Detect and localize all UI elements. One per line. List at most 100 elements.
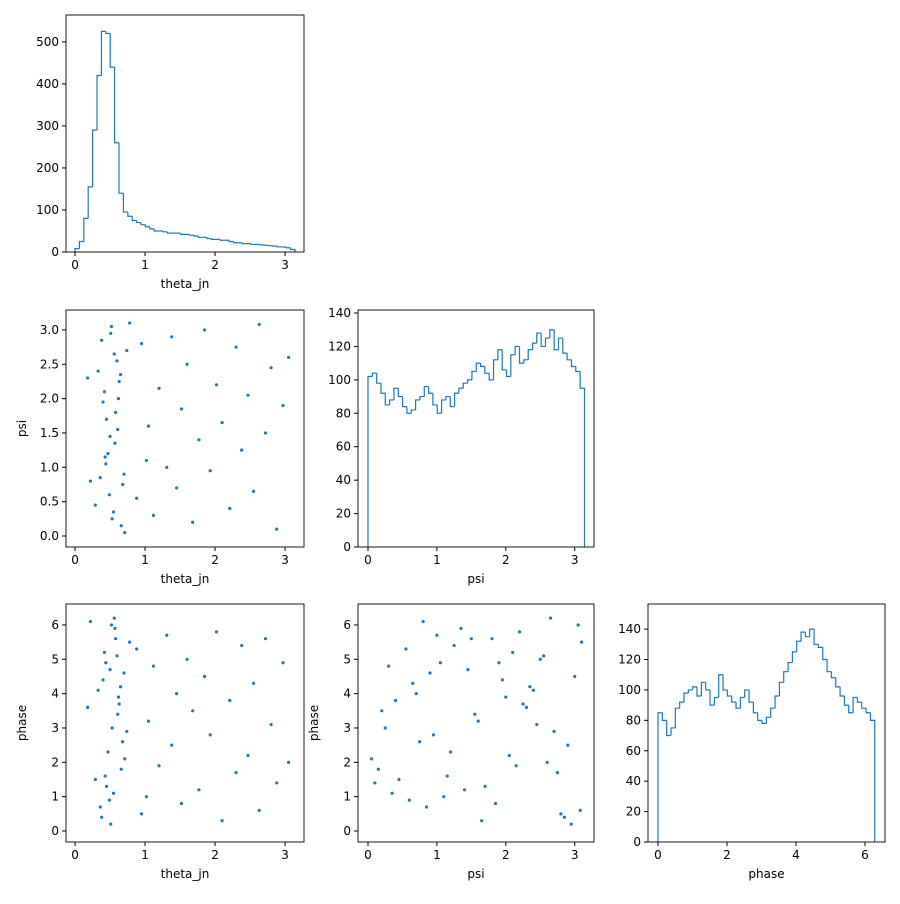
scatter-point bbox=[147, 720, 150, 723]
y-axis-label: psi bbox=[15, 420, 29, 437]
x-tick-label: 2 bbox=[211, 553, 219, 567]
x-tick-label: 3 bbox=[281, 258, 289, 272]
scatter-point bbox=[104, 462, 107, 465]
scatter-point bbox=[480, 819, 483, 822]
scatter-point bbox=[404, 647, 407, 650]
x-tick-label: 4 bbox=[792, 848, 800, 862]
histogram-bin bbox=[398, 388, 402, 396]
x-tick-label: 1 bbox=[141, 848, 149, 862]
x-tick-label: 3 bbox=[571, 848, 579, 862]
scatter-point bbox=[563, 816, 566, 819]
scatter-point bbox=[525, 706, 528, 709]
x-tick-label: 0 bbox=[71, 553, 79, 567]
y-tick-label: 6 bbox=[343, 618, 351, 632]
histogram-bin bbox=[840, 687, 844, 696]
scatter-point bbox=[104, 455, 107, 458]
scatter-point bbox=[566, 744, 569, 747]
y-tick-label: 3 bbox=[51, 721, 59, 735]
scatter-point bbox=[252, 682, 255, 685]
histogram-bin bbox=[141, 223, 145, 225]
histogram-bin bbox=[745, 690, 749, 698]
y-tick-label: 0 bbox=[343, 824, 351, 838]
scatter-point bbox=[170, 744, 173, 747]
histogram-bin bbox=[736, 702, 740, 708]
y-tick-label: 120 bbox=[618, 653, 641, 667]
scatter-point bbox=[391, 792, 394, 795]
histogram-bin bbox=[79, 241, 83, 248]
histogram-bin bbox=[137, 220, 141, 222]
scatter-point bbox=[463, 788, 466, 791]
x-tick-label: 0 bbox=[71, 258, 79, 272]
histogram-bin bbox=[75, 249, 79, 252]
histogram-bin bbox=[714, 698, 718, 706]
histogram-bin bbox=[424, 387, 428, 397]
scatter-point bbox=[281, 661, 284, 664]
scatter-point bbox=[180, 802, 183, 805]
histogram-bin bbox=[766, 717, 770, 723]
x-axis-label: theta_jn bbox=[161, 277, 210, 291]
histogram-bin bbox=[442, 400, 446, 413]
x-tick-label: 6 bbox=[861, 848, 869, 862]
scatter-point bbox=[240, 449, 243, 452]
scatter-point bbox=[473, 713, 476, 716]
y-tick-label: 1.5 bbox=[40, 426, 59, 440]
scatter-point bbox=[264, 431, 267, 434]
histogram-bin bbox=[541, 333, 545, 346]
histogram-bin bbox=[853, 698, 857, 713]
histogram-bin bbox=[515, 346, 519, 354]
x-tick-label: 1 bbox=[141, 258, 149, 272]
histogram-bin bbox=[823, 647, 827, 659]
x-tick-label: 2 bbox=[211, 258, 219, 272]
histogram-bin bbox=[788, 663, 792, 672]
histogram-bin bbox=[394, 388, 398, 400]
histogram-bin bbox=[671, 728, 675, 736]
histogram-bin bbox=[154, 229, 158, 231]
x-tick-label: 0 bbox=[364, 553, 372, 567]
scatter-point bbox=[542, 654, 545, 657]
histogram-bin bbox=[372, 373, 376, 376]
histogram-bin bbox=[229, 240, 233, 241]
y-tick-label: 3 bbox=[343, 721, 351, 735]
scatter-point bbox=[100, 816, 103, 819]
x-axis-label: phase bbox=[748, 867, 784, 881]
scatter-point bbox=[484, 785, 487, 788]
histogram-bin bbox=[554, 330, 558, 350]
x-tick-label: 1 bbox=[141, 553, 149, 567]
y-axis-label: phase bbox=[15, 705, 29, 741]
scatter-point bbox=[539, 658, 542, 661]
scatter-point bbox=[86, 706, 89, 709]
y-tick-label: 80 bbox=[626, 713, 641, 727]
scatter-point bbox=[121, 740, 124, 743]
histogram-bin bbox=[198, 236, 202, 237]
histogram-bin bbox=[563, 338, 567, 353]
scatter-point bbox=[191, 709, 194, 712]
scatter-point bbox=[432, 733, 435, 736]
scatter-point bbox=[275, 528, 278, 531]
scatter-point bbox=[501, 678, 504, 681]
y-tick-label: 0.0 bbox=[40, 529, 59, 543]
scatter-point bbox=[112, 792, 115, 795]
scatter-point bbox=[115, 359, 118, 362]
histogram-bin bbox=[242, 243, 246, 244]
histogram-bin bbox=[753, 702, 757, 713]
scatter-point bbox=[89, 620, 92, 623]
axes-frame bbox=[66, 310, 304, 547]
scatter-point bbox=[435, 634, 438, 637]
histogram-bin bbox=[291, 248, 295, 252]
histogram-bin bbox=[88, 187, 92, 219]
scatter-point bbox=[111, 517, 114, 520]
scatter-point bbox=[157, 387, 160, 390]
scatter-point bbox=[246, 394, 249, 397]
histogram-bin bbox=[520, 346, 524, 363]
histogram-bin bbox=[407, 407, 411, 414]
histogram-bin bbox=[390, 400, 394, 405]
scatter-point bbox=[425, 805, 428, 808]
histogram-bin bbox=[167, 232, 171, 233]
histogram-bin bbox=[429, 387, 433, 394]
y-tick-label: 1.0 bbox=[40, 460, 59, 474]
histogram-bin bbox=[476, 363, 480, 371]
y-tick-label: 3.0 bbox=[40, 323, 59, 337]
scatter-point bbox=[252, 490, 255, 493]
histogram-bin bbox=[706, 682, 710, 690]
scatter-point bbox=[103, 651, 106, 654]
